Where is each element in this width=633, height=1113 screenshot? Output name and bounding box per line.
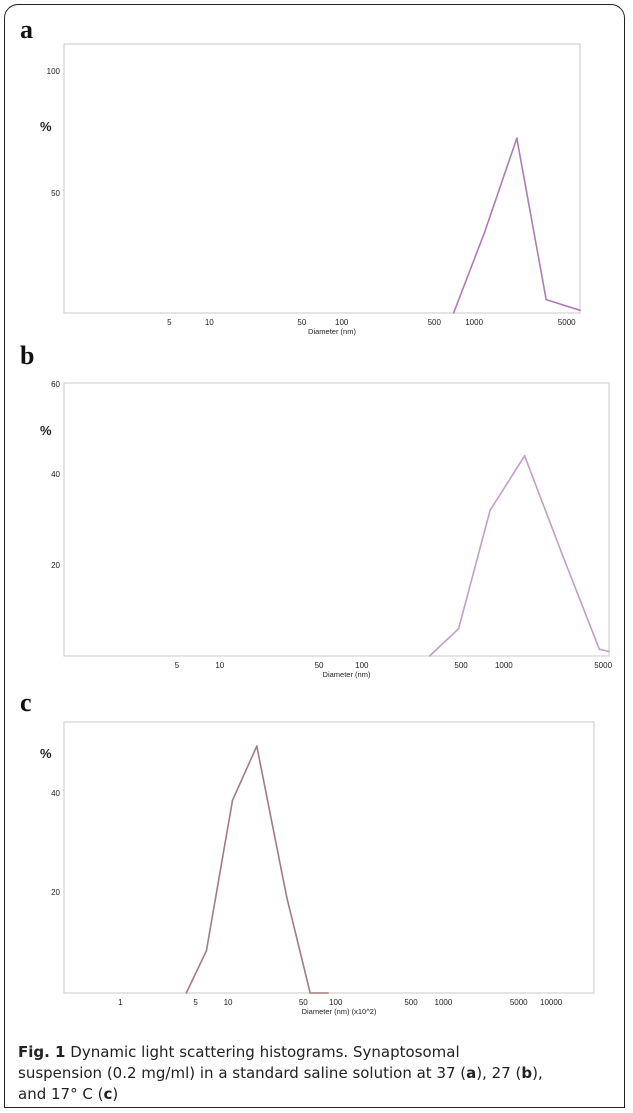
data-point-a-2 (516, 137, 518, 139)
x-tick-c-5000: 5000 (510, 998, 528, 1007)
x-axis-label-c: Diameter (nm) (x10^2) (302, 1007, 377, 1016)
caption-line1: Dynamic light scattering histograms. Syn… (70, 1043, 460, 1061)
y-tick-b-20: 20 (51, 561, 60, 570)
plot-area-a (63, 43, 581, 314)
data-point-a-1 (483, 231, 486, 234)
data-point-c-0 (185, 992, 188, 994)
caption-line3-a: and 17° C ( (18, 1085, 104, 1103)
caption-ref-a: a (466, 1064, 477, 1082)
figure-caption: Fig. 1 Dynamic light scattering histogra… (18, 1042, 618, 1105)
y-tick-a-50: 50 (51, 189, 60, 198)
x-axis-label-b: Diameter (nm) (323, 670, 371, 679)
x-tick-c-500: 500 (404, 998, 418, 1007)
x-tick-a-100: 100 (335, 318, 349, 327)
caption-fig-label: Fig. 1 (18, 1043, 66, 1061)
data-point-c-4 (285, 895, 288, 898)
data-point-a-3 (545, 298, 547, 301)
data-point-b-6 (608, 650, 610, 653)
data-point-c-6 (327, 992, 329, 994)
x-tick-a-1000: 1000 (465, 318, 483, 327)
x-tick-b-10: 10 (215, 661, 224, 670)
caption-line2-a: suspension (0.2 mg/ml) in a standard sal… (18, 1064, 467, 1082)
x-tick-b-1000: 1000 (495, 661, 513, 670)
panel-label-b: b (20, 341, 34, 370)
y-tick-b-40: 40 (51, 470, 60, 479)
y-tick-c-20: 20 (51, 888, 60, 897)
panel-label-c: c (20, 688, 32, 717)
caption-ref-c: c (103, 1085, 113, 1103)
x-tick-a-5: 5 (167, 318, 172, 327)
data-point-b-4 (561, 555, 564, 557)
x-tick-c-5: 5 (193, 998, 198, 1007)
x-tick-c-10000: 10000 (540, 998, 563, 1007)
caption-ref-b: b (521, 1064, 533, 1082)
series-line-a (452, 137, 581, 314)
x-tick-b-5000: 5000 (594, 661, 612, 670)
data-point-c-3 (255, 745, 258, 747)
x-tick-b-50: 50 (315, 661, 324, 670)
data-point-c-2 (231, 799, 234, 802)
y-tick-b-60: 60 (51, 380, 60, 389)
y-axis-label-c: % (40, 746, 52, 761)
data-point-a-4 (579, 309, 581, 312)
x-tick-b-100: 100 (355, 661, 369, 670)
caption-line2-c: ), (532, 1064, 543, 1082)
series-line-b (429, 454, 610, 657)
data-point-b-0 (428, 655, 431, 657)
data-point-a-0 (452, 312, 455, 314)
x-tick-a-50: 50 (297, 318, 306, 327)
x-tick-c-1000: 1000 (435, 998, 453, 1007)
x-tick-a-5000: 5000 (558, 318, 576, 327)
y-tick-c-40: 40 (51, 789, 60, 798)
x-tick-a-500: 500 (428, 318, 442, 327)
plot-area-b (63, 382, 610, 657)
x-axis-label-a: Diameter (nm) (308, 327, 356, 336)
x-tick-b-5: 5 (175, 661, 180, 670)
caption-line2-b: ), 27 ( (476, 1064, 522, 1082)
x-tick-c-10: 10 (224, 998, 233, 1007)
y-axis-label-a: % (40, 119, 52, 134)
plot-area-c (63, 721, 595, 994)
data-point-b-5 (598, 648, 601, 650)
x-tick-a-10: 10 (205, 318, 214, 327)
panel-label-a: a (20, 15, 33, 44)
series-line-c (185, 745, 329, 994)
x-tick-c-50: 50 (299, 998, 308, 1007)
x-tick-c-1: 1 (118, 998, 123, 1007)
x-tick-b-500: 500 (454, 661, 468, 670)
data-point-b-1 (457, 627, 460, 630)
caption-line3-b: ) (112, 1085, 119, 1103)
data-point-b-2 (489, 509, 491, 512)
y-axis-label-b: % (40, 423, 52, 438)
x-tick-c-100: 100 (329, 998, 343, 1007)
data-point-c-5 (309, 992, 312, 994)
figure-frame (4, 4, 625, 1108)
data-point-b-3 (523, 455, 526, 457)
data-point-c-1 (205, 950, 208, 952)
y-tick-a-100: 100 (47, 67, 61, 76)
